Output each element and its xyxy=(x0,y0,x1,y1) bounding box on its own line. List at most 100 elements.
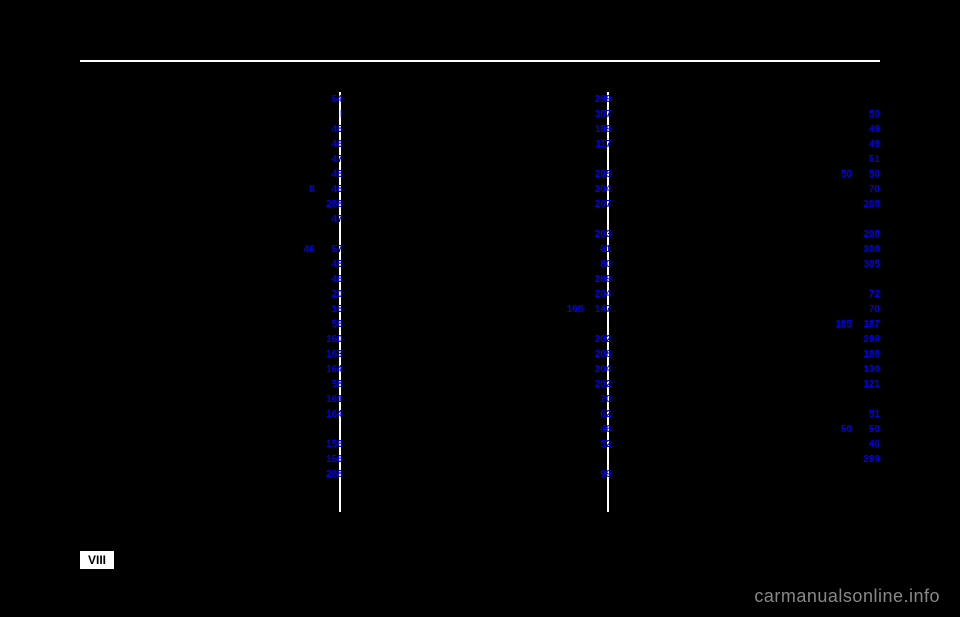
index-entry: 46 xyxy=(349,422,612,437)
entry-page-secondary[interactable]: 50 xyxy=(828,422,852,437)
entry-page-secondary[interactable]: 168 xyxy=(559,302,583,317)
entry-page[interactable]: 45 xyxy=(319,257,343,272)
entry-page[interactable]: 50 xyxy=(856,107,880,122)
entry-page[interactable]: 203 xyxy=(587,227,611,242)
entry-page[interactable]: 46 xyxy=(319,272,343,287)
entry-page[interactable]: 56 xyxy=(319,317,343,332)
entry-page[interactable]: 99 xyxy=(587,467,611,482)
entry-page[interactable]: 50 xyxy=(856,422,880,437)
index-entry: 305 xyxy=(617,257,880,272)
entry-page[interactable]: 307 xyxy=(587,107,611,122)
index-entry: 49 xyxy=(617,122,880,137)
index-entry: 8 45 xyxy=(80,182,343,197)
index-entry: 163 xyxy=(80,347,343,362)
entry-page[interactable]: 130 xyxy=(856,362,880,377)
entry-page[interactable]: 204 xyxy=(587,182,611,197)
entry-page[interactable]: 156 xyxy=(319,452,343,467)
index-entry: 202 xyxy=(349,332,612,347)
entry-page[interactable]: 207 xyxy=(587,197,611,212)
index-entry: 50 xyxy=(617,107,880,122)
entry-page[interactable]: I xyxy=(319,107,343,122)
entry-page-secondary[interactable]: 46 xyxy=(291,242,315,257)
entry-page[interactable]: 288 xyxy=(319,467,343,482)
entry-page[interactable]: 208 xyxy=(587,347,611,362)
entry-page[interactable]: 70 xyxy=(856,182,880,197)
entry-page[interactable]: 288 xyxy=(319,197,343,212)
entry-page[interactable]: 305 xyxy=(856,257,880,272)
index-entry: 160 xyxy=(80,332,343,347)
entry-page[interactable]: 47 xyxy=(319,212,343,227)
entry-page[interactable]: 189 xyxy=(587,122,611,137)
entry-page[interactable]: 289 xyxy=(587,272,611,287)
entry-page-secondary[interactable]: 185 xyxy=(828,317,852,332)
entry-page[interactable]: 46 xyxy=(319,137,343,152)
entry-page[interactable]: 45 xyxy=(319,122,343,137)
index-entry: 204 xyxy=(349,182,612,197)
entry-page[interactable]: 117 xyxy=(587,137,611,152)
index-entry: 46 57 xyxy=(80,242,343,257)
index-entry: 164 xyxy=(80,362,343,377)
entry-page[interactable]: 62 xyxy=(587,407,611,422)
index-entry: 80 xyxy=(349,257,612,272)
entry-page[interactable]: 49 xyxy=(856,122,880,137)
entry-page[interactable]: 46 xyxy=(856,437,880,452)
entry-page[interactable]: 15 xyxy=(319,302,343,317)
index-entry: 307 xyxy=(349,107,612,122)
entry-page[interactable]: 202 xyxy=(587,377,611,392)
entry-page[interactable]: 208 xyxy=(856,227,880,242)
index-entry: 208 xyxy=(617,227,880,242)
entry-page[interactable]: 164 xyxy=(319,362,343,377)
entry-page[interactable]: 49 xyxy=(856,137,880,152)
entry-page[interactable]: 121 xyxy=(856,377,880,392)
entry-page[interactable]: 202 xyxy=(587,332,611,347)
entry-page[interactable]: 51 xyxy=(856,407,880,422)
entry-page[interactable]: 188 xyxy=(856,347,880,362)
entry-page[interactable]: 163 xyxy=(319,347,343,362)
entry-page[interactable]: 54 xyxy=(319,92,343,107)
entry-page[interactable]: 204 xyxy=(587,362,611,377)
entry-page[interactable]: 46 xyxy=(587,422,611,437)
entry-page[interactable]: 70 xyxy=(856,302,880,317)
entry-page[interactable]: 164 xyxy=(319,407,343,422)
entry-page[interactable]: 57 xyxy=(319,242,343,257)
entry-page-secondary[interactable]: 8 xyxy=(291,182,315,197)
entry-page[interactable]: 295 xyxy=(587,167,611,182)
entry-page[interactable]: 45 xyxy=(319,167,343,182)
index-entry: 130 xyxy=(617,362,880,377)
entry-page[interactable]: 147 xyxy=(587,302,611,317)
index-column: 2893071891172952042072036180289204168147… xyxy=(349,92,612,512)
entry-page[interactable]: 50 xyxy=(856,167,880,182)
entry-page[interactable]: 47 xyxy=(319,152,343,167)
entry-page[interactable]: 80 xyxy=(587,257,611,272)
index-entry: 52 xyxy=(349,437,612,452)
index-entry: 46 xyxy=(617,437,880,452)
entry-page-secondary[interactable]: 50 xyxy=(828,167,852,182)
entry-page[interactable]: 20 xyxy=(319,287,343,302)
entry-page[interactable]: 45 xyxy=(319,182,343,197)
entry-page[interactable]: 72 xyxy=(856,287,880,302)
index-entry: 208 xyxy=(349,347,612,362)
entry-page[interactable]: 161 xyxy=(319,392,343,407)
entry-page[interactable]: 61 xyxy=(587,242,611,257)
entry-page[interactable]: 289 xyxy=(856,452,880,467)
index-entry: 308 xyxy=(617,242,880,257)
index-entry: 202 xyxy=(349,377,612,392)
entry-page[interactable]: 160 xyxy=(319,332,343,347)
entry-page[interactable]: 308 xyxy=(856,242,880,257)
entry-page[interactable]: 52 xyxy=(587,437,611,452)
index-entry: 46 xyxy=(80,137,343,152)
index-entry: 51 xyxy=(617,152,880,167)
index-entry xyxy=(617,392,880,407)
entry-page[interactable]: 70 xyxy=(587,392,611,407)
entry-page[interactable]: 187 xyxy=(856,317,880,332)
index-entry xyxy=(349,317,612,332)
entry-page[interactable]: 208 xyxy=(856,197,880,212)
entry-page[interactable]: 58 xyxy=(319,377,343,392)
index-entry: 72 xyxy=(617,287,880,302)
entry-page[interactable]: 298 xyxy=(856,332,880,347)
entry-page[interactable]: 204 xyxy=(587,287,611,302)
entry-page[interactable]: 156 xyxy=(319,437,343,452)
entry-page[interactable]: 51 xyxy=(856,152,880,167)
index-entry: 289 xyxy=(617,452,880,467)
entry-page[interactable]: 289 xyxy=(587,92,611,107)
